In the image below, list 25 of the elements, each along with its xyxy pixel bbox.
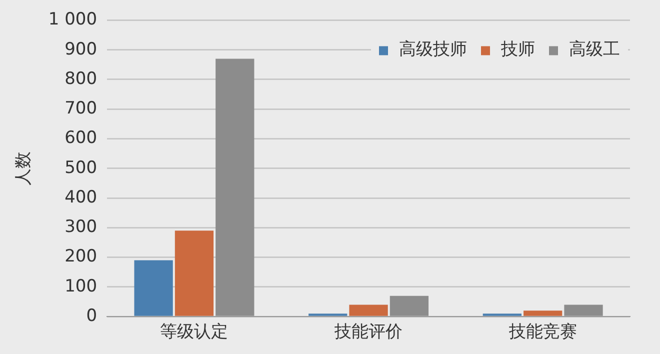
legend-label: 高级技师 [399,40,467,60]
bar [349,304,388,316]
bar [524,310,562,316]
y-tick-label: 900 [64,39,98,60]
y-tick-label: 700 [64,98,98,119]
y-tick-label: 400 [64,187,98,208]
bar [390,296,429,316]
y-axis-title: 人数 [14,151,34,186]
y-tick-label: 0 [86,306,98,326]
x-tick-label: 等级认定 [160,322,228,342]
x-tick-label: 技能竞赛 [508,322,577,342]
legend-label: 高级工 [569,40,620,60]
y-tick-label: 100 [64,276,98,296]
legend-label: 技师 [500,40,535,60]
bar [134,260,173,316]
y-tick-label: 500 [64,158,98,178]
y-tick-label: 200 [64,246,98,267]
bar [564,304,603,316]
x-tick-label: 技能评价 [334,322,403,342]
y-tick-label: 300 [64,217,98,238]
y-tick-label: 800 [64,68,98,89]
bar [174,230,214,316]
y-tick-label: 1 000 [48,10,98,30]
y-tick-label: 600 [64,128,98,148]
bar [216,58,254,316]
